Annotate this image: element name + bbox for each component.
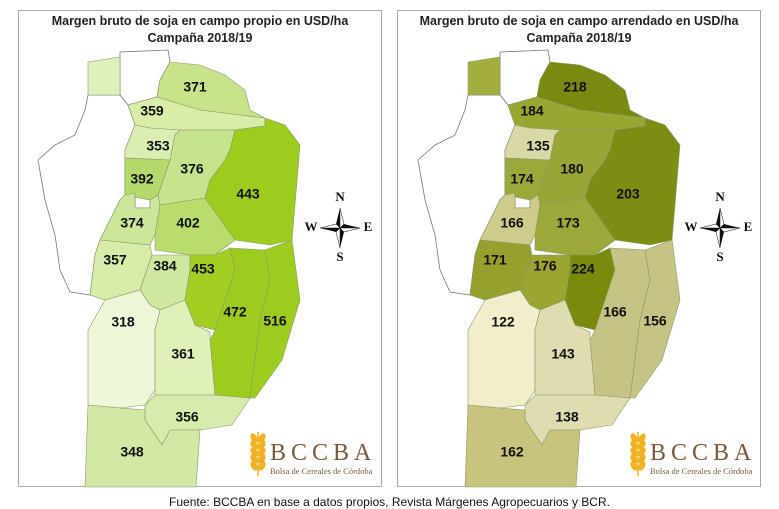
- department-value-label: 318: [111, 314, 135, 330]
- department-value-label: 176: [533, 258, 557, 274]
- department-r318: [87, 289, 161, 409]
- wheat-icon: [630, 432, 646, 476]
- map-title-propio: Margen bruto de soja en campo propio en …: [51, 14, 349, 28]
- department-value-label: 171: [483, 252, 507, 268]
- department-value-label: 516: [263, 313, 287, 329]
- department-r361: [154, 299, 216, 396]
- compass-s: S: [716, 249, 723, 264]
- logo-subtitle: Bolsa de Cereales de Córdoba: [270, 466, 373, 476]
- department-value-label: 184: [520, 103, 544, 119]
- department-value-label: 122: [491, 314, 515, 330]
- department-tl: [87, 56, 121, 96]
- department-value-label: 138: [555, 409, 579, 425]
- department-value-label: 384: [153, 258, 177, 274]
- department-value-label: 357: [103, 252, 127, 268]
- department-value-label: 371: [183, 79, 207, 95]
- department-value-label: 162: [500, 444, 524, 460]
- department-r348: [84, 404, 201, 488]
- department-r371: [156, 61, 266, 119]
- department-value-label: 376: [180, 161, 204, 177]
- compass-n: N: [715, 189, 725, 204]
- compass-s: S: [336, 249, 343, 264]
- department-value-label: 218: [563, 79, 587, 95]
- map-panel-propio: [18, 10, 382, 487]
- department-value-label: 135: [526, 138, 550, 154]
- department-value-label: 166: [603, 304, 627, 320]
- department-value-label: 443: [236, 186, 260, 202]
- department-value-label: 374: [120, 215, 144, 231]
- logo-subtitle: Bolsa de Cereales de Córdoba: [650, 466, 753, 476]
- map-panel-arrendado: [397, 10, 761, 487]
- map-subtitle-propio: Campaña 2018/19: [147, 31, 253, 45]
- department-r348: [464, 404, 581, 488]
- logo-name: BCCBA: [650, 440, 756, 466]
- compass-rose-icon: N S E W: [685, 189, 753, 264]
- department-value-label: 361: [171, 346, 195, 362]
- department-value-label: 353: [146, 138, 170, 154]
- department-value-label: 143: [551, 346, 575, 362]
- department-tl: [467, 56, 501, 96]
- compass-w: W: [685, 219, 698, 234]
- department-value-label: 453: [191, 261, 215, 277]
- department-r516: [629, 239, 681, 399]
- map-subtitle-arrendado: Campaña 2018/19: [526, 31, 632, 45]
- department-value-label: 224: [571, 261, 595, 277]
- department-value-label: 174: [510, 171, 534, 187]
- department-value-label: 180: [560, 161, 584, 177]
- department-value-label: 356: [175, 409, 199, 425]
- compass-rose-icon: N S E W: [305, 189, 373, 264]
- department-value-label: 156: [643, 313, 667, 329]
- department-value-label: 402: [176, 215, 200, 231]
- compass-e: E: [744, 219, 753, 234]
- department-r361: [534, 299, 596, 396]
- department-value-label: 203: [616, 186, 640, 202]
- map-propio: 371 359 353 376 443 392 374 402 357 384 453 472 516 3…: [37, 49, 376, 488]
- department-value-label: 472: [223, 304, 247, 320]
- source-footer: Fuente: BCCBA en base a datos propios, R…: [169, 495, 610, 509]
- department-value-label: 166: [500, 215, 524, 231]
- department-value-label: 392: [130, 171, 154, 187]
- department-value-label: 173: [556, 215, 580, 231]
- wheat-icon: [250, 432, 266, 476]
- department-r318: [467, 289, 541, 409]
- department-r516: [249, 239, 301, 399]
- department-r371: [536, 61, 646, 119]
- compass-n: N: [335, 189, 345, 204]
- map-title-arrendado: Margen bruto de soja en campo arrendado …: [419, 14, 739, 28]
- logo-name: BCCBA: [270, 440, 376, 466]
- map-arrendado: 218 184 135 180 203 174 166 173 171 176 224 166 156 1…: [417, 49, 756, 488]
- department-value-label: 359: [140, 103, 164, 119]
- compass-e: E: [364, 219, 373, 234]
- compass-w: W: [305, 219, 318, 234]
- department-value-label: 348: [120, 444, 144, 460]
